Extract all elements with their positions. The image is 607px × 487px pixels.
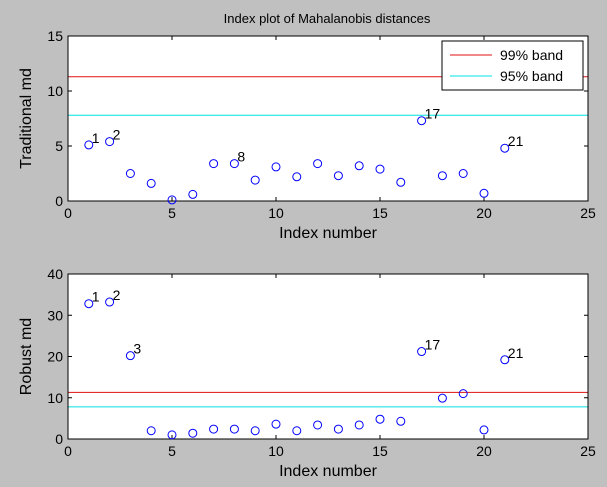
- x-tick-label: 15: [372, 205, 388, 221]
- data-point: [313, 420, 323, 430]
- data-point: [250, 175, 260, 185]
- legend-entry: 99% band: [500, 47, 563, 63]
- data-point: [125, 169, 135, 178]
- data-point: [146, 426, 156, 436]
- data-point: [458, 389, 468, 399]
- data-point: [292, 426, 302, 436]
- x-tick-label: 0: [64, 205, 72, 221]
- data-point: [229, 159, 239, 169]
- data-point: [167, 195, 177, 205]
- data-point: [458, 169, 468, 178]
- data-point: [292, 172, 302, 182]
- data-point: [396, 416, 406, 426]
- data-point: [271, 162, 281, 172]
- data-point: [500, 143, 510, 153]
- point-label: 21: [508, 345, 524, 361]
- data-point: [125, 351, 135, 361]
- data-point: [375, 164, 385, 174]
- data-point: [437, 393, 447, 403]
- data-point: [437, 171, 447, 181]
- data-point: [313, 159, 323, 169]
- data-point: [188, 189, 198, 199]
- y-tick-label: 30: [47, 307, 63, 323]
- data-point: [84, 140, 94, 150]
- x-tick-label: 15: [372, 443, 388, 459]
- data-point: [500, 355, 510, 365]
- point-label: 2: [113, 287, 121, 303]
- data-point: [396, 177, 406, 187]
- x-axis-label: Index number: [279, 225, 378, 242]
- data-point: [229, 424, 239, 434]
- robust-md-plot: 0 5 10 15 20 25 0 10 20 30 40 Index number Robust md…: [18, 266, 596, 480]
- data-point: [271, 419, 281, 429]
- x-tick-label: 0: [64, 443, 72, 459]
- y-tick-label: 0: [55, 193, 63, 209]
- x-tick-label: 5: [168, 443, 176, 459]
- x-tick-label: 5: [168, 205, 176, 221]
- data-point: [479, 425, 489, 435]
- point-label: 1: [92, 130, 100, 146]
- data-point: [354, 420, 364, 430]
- axes-frame: [67, 35, 589, 202]
- x-tick-label: 20: [476, 205, 492, 221]
- data-point: [417, 116, 427, 126]
- data-point: [84, 299, 94, 309]
- x-tick-label: 25: [580, 205, 596, 221]
- point-label: 2: [113, 127, 121, 143]
- data-point: [417, 347, 427, 357]
- data-point: [250, 426, 260, 436]
- y-tick-label: 40: [47, 266, 63, 282]
- legend: 99% band 95% band: [441, 40, 584, 91]
- x-tick-label: 25: [580, 443, 596, 459]
- x-axis-label: Index number: [279, 463, 378, 480]
- y-tick-label: 10: [47, 83, 63, 99]
- figure-title: Index plot of Mahalanobis distances: [224, 11, 431, 26]
- x-tick-label: 10: [268, 443, 284, 459]
- data-point: [146, 178, 156, 188]
- point-label: 3: [133, 341, 141, 357]
- data-point: [209, 159, 219, 169]
- data-point: [105, 297, 115, 307]
- data-point: [354, 161, 364, 171]
- data-point: [375, 414, 385, 424]
- y-tick-label: 10: [47, 390, 63, 406]
- data-point: [167, 430, 177, 440]
- traditional-md-plot: 0 5 10 15 20 25 0 5 10 15 Index number Traditional …: [18, 28, 596, 242]
- data-point: [188, 428, 198, 438]
- y-tick-label: 20: [47, 349, 63, 365]
- point-label: 8: [237, 149, 245, 165]
- y-tick-label: 0: [55, 431, 63, 447]
- data-point: [105, 137, 115, 147]
- data-point: [333, 424, 343, 434]
- y-tick-label: 5: [55, 138, 63, 154]
- point-label: 17: [425, 106, 441, 122]
- data-point: [333, 171, 343, 181]
- y-axis-label: Robust md: [18, 318, 35, 395]
- y-axis-label: Traditional md: [18, 68, 35, 169]
- legend-entry: 95% band: [500, 68, 563, 84]
- y-tick-label: 15: [47, 28, 63, 44]
- data-point: [209, 424, 219, 434]
- point-label: 1: [92, 289, 100, 305]
- data-point: [479, 188, 489, 198]
- plot-area: [68, 274, 588, 439]
- legend-box: [441, 40, 584, 91]
- x-tick-label: 20: [476, 443, 492, 459]
- point-label: 21: [508, 133, 524, 149]
- point-label: 17: [425, 337, 441, 353]
- x-tick-label: 10: [268, 205, 284, 221]
